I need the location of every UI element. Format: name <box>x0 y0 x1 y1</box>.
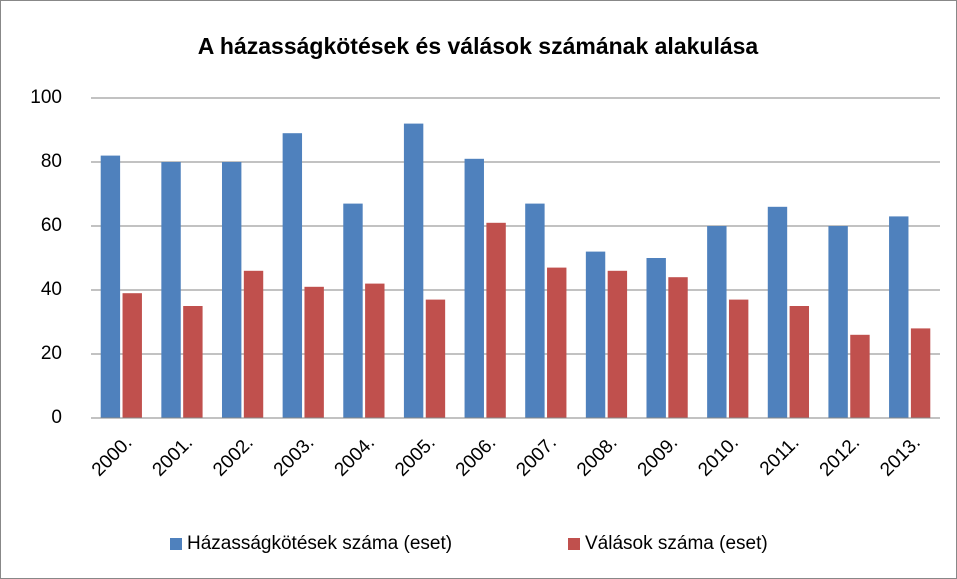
bar <box>365 283 385 418</box>
bar <box>161 162 181 418</box>
bar <box>850 334 870 418</box>
legend-swatch <box>568 538 580 550</box>
y-tick-label: 60 <box>41 215 62 236</box>
bar <box>183 306 203 418</box>
bar <box>668 277 688 418</box>
bar <box>100 155 121 418</box>
bar <box>728 299 749 418</box>
bar <box>243 270 264 418</box>
legend-swatch <box>170 538 182 550</box>
chart-title: A házasságkötések és válások számának al… <box>198 33 759 59</box>
bar <box>425 299 446 418</box>
y-tick-label: 80 <box>41 151 62 172</box>
y-tick-label: 100 <box>30 87 62 108</box>
bar <box>646 258 666 418</box>
bar <box>525 203 545 418</box>
bar <box>889 216 909 418</box>
bar <box>486 222 506 418</box>
bar <box>221 162 242 418</box>
y-tick-label: 20 <box>41 343 62 364</box>
bar <box>767 206 788 418</box>
bar <box>547 267 567 418</box>
bar <box>343 203 363 418</box>
bar <box>122 293 142 418</box>
legend-label: Házasságkötések száma (eset) <box>187 533 452 554</box>
y-tick-label: 40 <box>41 279 62 300</box>
bar <box>789 306 810 418</box>
bar <box>585 251 606 418</box>
legend-label: Válások száma (eset) <box>585 533 768 554</box>
bar <box>403 123 424 418</box>
bar <box>607 270 628 418</box>
bar <box>910 328 931 418</box>
y-tick-label: 0 <box>51 407 62 428</box>
bar <box>464 158 484 419</box>
bar <box>707 226 727 418</box>
bar <box>304 286 324 418</box>
bar <box>828 226 848 418</box>
bar <box>282 133 303 418</box>
